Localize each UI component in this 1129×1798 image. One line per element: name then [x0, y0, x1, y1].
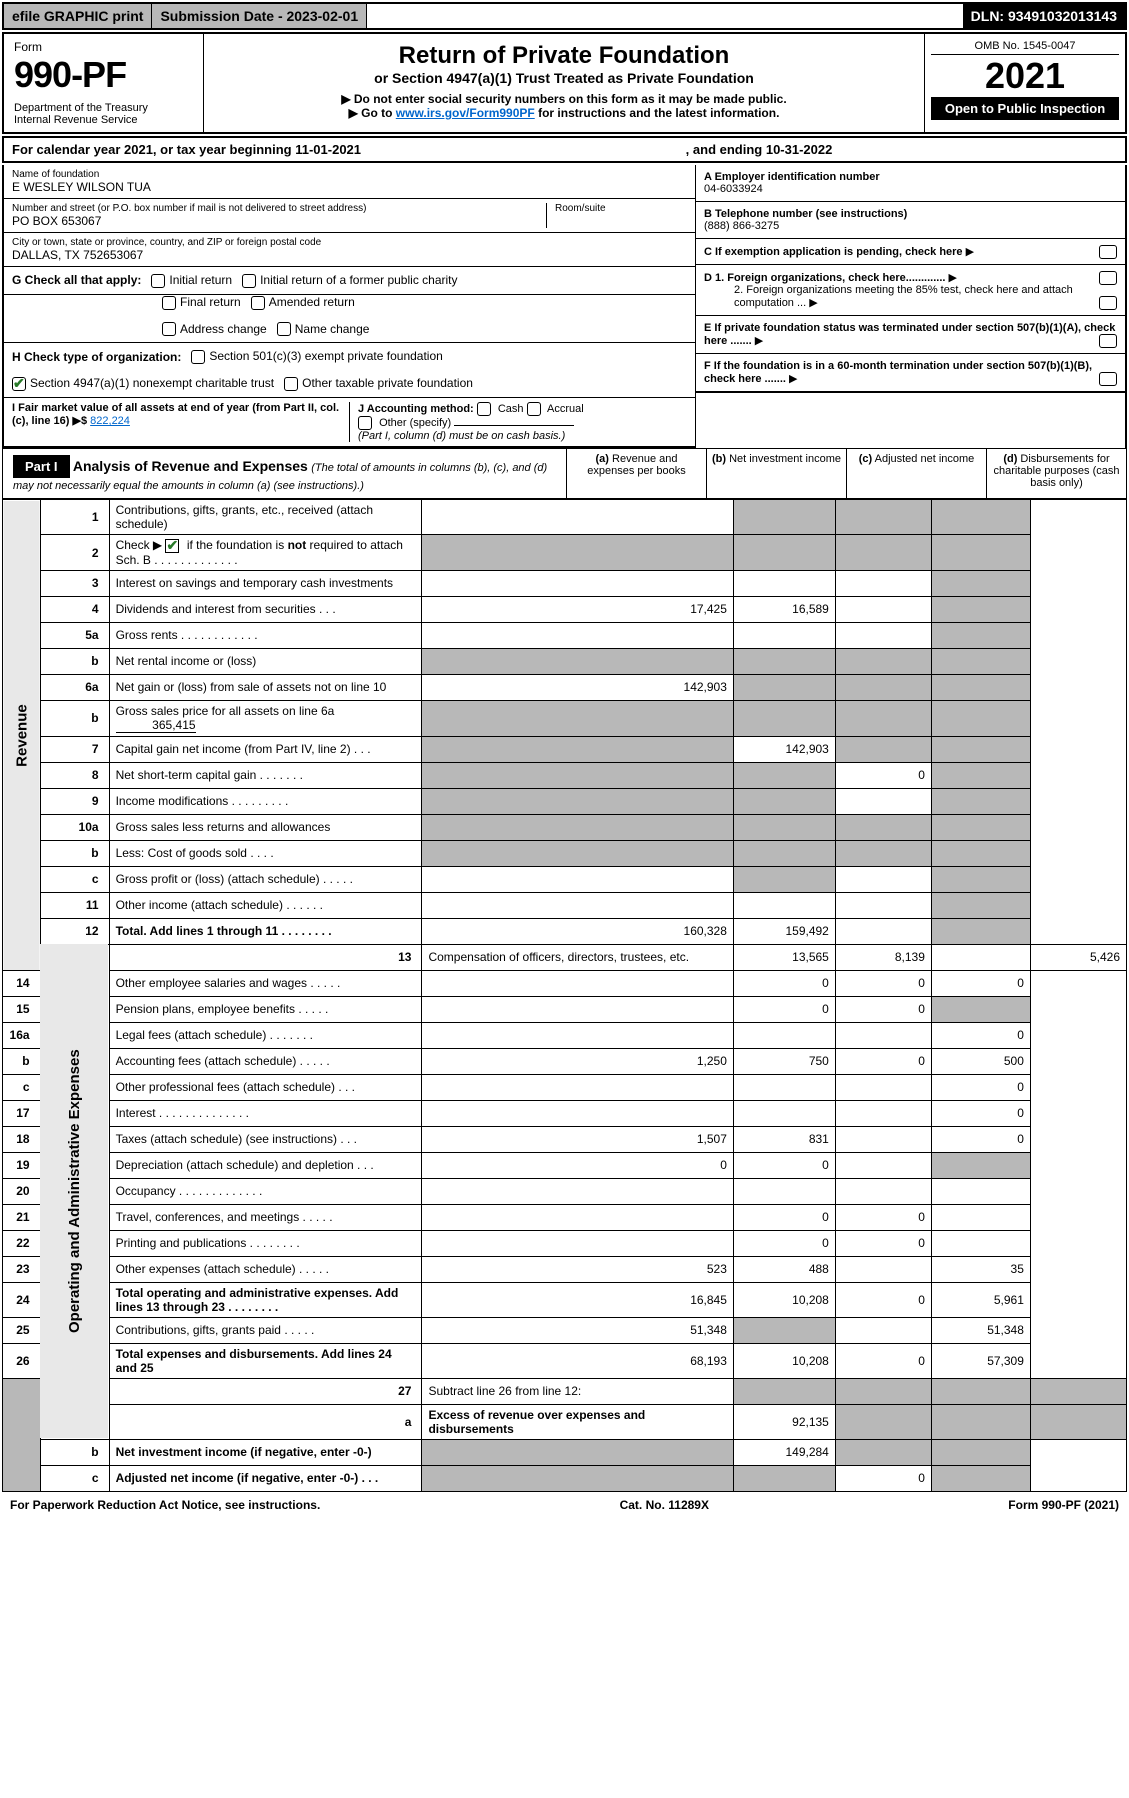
cb-initial-former[interactable] — [242, 274, 256, 288]
top-bar: efile GRAPHIC print Submission Date - 20… — [2, 2, 1127, 30]
part1-header: Part I Analysis of Revenue and Expenses … — [2, 448, 1127, 499]
note-2: ▶ Go to www.irs.gov/Form990PF for instru… — [224, 106, 904, 120]
expenses-side: Operating and Administrative Expenses — [40, 944, 109, 1439]
cb-d1[interactable] — [1099, 271, 1117, 285]
dept-label: Department of the TreasuryInternal Reven… — [14, 102, 193, 126]
phone-row: B Telephone number (see instructions) (8… — [696, 202, 1125, 239]
foundation-name: E WESLEY WILSON TUA — [12, 180, 687, 194]
cb-amended[interactable] — [251, 296, 265, 310]
col-b-head: (b) Net investment income — [706, 449, 846, 498]
address: PO BOX 653067 — [12, 214, 546, 228]
foundation-name-row: Name of foundation E WESLEY WILSON TUA — [4, 165, 695, 199]
form-header: Form 990-PF Department of the TreasuryIn… — [2, 32, 1127, 134]
cb-accrual[interactable] — [527, 402, 541, 416]
irs-link[interactable]: www.irs.gov/Form990PF — [396, 106, 535, 120]
footer: For Paperwork Reduction Act Notice, see … — [2, 1494, 1127, 1516]
cb-final[interactable] — [162, 296, 176, 310]
cb-cash[interactable] — [477, 402, 491, 416]
tax-year: 2021 — [931, 55, 1119, 97]
form-number: 990-PF — [14, 54, 193, 96]
address-row: Number and street (or P.O. box number if… — [4, 199, 695, 233]
info-block: Name of foundation E WESLEY WILSON TUA N… — [2, 165, 1127, 448]
c-row: C If exemption application is pending, c… — [696, 239, 1125, 265]
omb-number: OMB No. 1545-0047 — [931, 40, 1119, 55]
paperwork-notice: For Paperwork Reduction Act Notice, see … — [10, 1498, 320, 1512]
fmv-value: 822,224 — [90, 415, 130, 427]
cb-other-tax[interactable] — [284, 377, 298, 391]
cb-d2[interactable] — [1099, 296, 1117, 310]
calendar-year-row: For calendar year 2021, or tax year begi… — [2, 136, 1127, 163]
form-footer: Form 990-PF (2021) — [1008, 1498, 1119, 1512]
room-label: Room/suite — [555, 203, 687, 214]
ein-row: A Employer identification number 04-6033… — [696, 165, 1125, 202]
cb-c[interactable] — [1099, 245, 1117, 259]
note-1: ▶ Do not enter social security numbers o… — [224, 92, 904, 106]
col-d-head: (d) Disbursements for charitable purpose… — [986, 449, 1126, 498]
year-ending: , and ending 10-31-2022 — [686, 142, 833, 157]
cb-e[interactable] — [1099, 334, 1117, 348]
efile-label: efile GRAPHIC print — [4, 4, 152, 28]
info-right: A Employer identification number 04-6033… — [695, 165, 1125, 448]
g-row-2: Final return Amended return — [4, 295, 695, 316]
cb-f[interactable] — [1099, 372, 1117, 386]
e-row: E If private foundation status was termi… — [696, 316, 1125, 354]
info-left: Name of foundation E WESLEY WILSON TUA N… — [4, 165, 695, 448]
main-table: Revenue 1Contributions, gifts, grants, e… — [2, 499, 1127, 1492]
part1-label: Part I — [13, 455, 70, 478]
d-row: D 1. Foreign organizations, check here..… — [696, 265, 1125, 316]
open-inspection: Open to Public Inspection — [931, 97, 1119, 120]
cb-4947[interactable] — [12, 377, 26, 391]
header-left: Form 990-PF Department of the TreasuryIn… — [4, 34, 204, 132]
cb-501c3[interactable] — [191, 350, 205, 364]
phone: (888) 866-3275 — [704, 220, 1117, 232]
header-center: Return of Private Foundation or Section … — [204, 34, 925, 132]
col-a-head: (a) Revenue and expenses per books — [566, 449, 706, 498]
year-beginning: For calendar year 2021, or tax year begi… — [12, 142, 361, 157]
ij-row: I Fair market value of all assets at end… — [4, 398, 695, 448]
revenue-side: Revenue — [3, 500, 41, 971]
g-row-3: Address change Name change — [4, 316, 695, 344]
submission-date: Submission Date - 2023-02-01 — [152, 4, 367, 28]
form-label: Form — [14, 40, 193, 54]
form-title: Return of Private Foundation — [224, 42, 904, 70]
h-row: H Check type of organization: Section 50… — [4, 343, 695, 370]
dln: DLN: 93491032013143 — [963, 4, 1125, 28]
header-right: OMB No. 1545-0047 2021 Open to Public In… — [925, 34, 1125, 132]
col-c-head: (c) Adjusted net income — [846, 449, 986, 498]
cb-name[interactable] — [277, 322, 291, 336]
ein: 04-6033924 — [704, 183, 1117, 195]
city: DALLAS, TX 752653067 — [12, 248, 687, 262]
cb-initial[interactable] — [151, 274, 165, 288]
g-row: G Check all that apply: Initial return I… — [4, 267, 695, 295]
cb-other-method[interactable] — [358, 416, 372, 430]
form-subtitle: or Section 4947(a)(1) Trust Treated as P… — [224, 70, 904, 86]
cb-schB[interactable] — [165, 539, 179, 553]
cb-address[interactable] — [162, 322, 176, 336]
city-row: City or town, state or province, country… — [4, 233, 695, 267]
cat-no: Cat. No. 11289X — [620, 1498, 709, 1512]
f-row: F If the foundation is in a 60-month ter… — [696, 354, 1125, 393]
h-row-2: Section 4947(a)(1) nonexempt charitable … — [4, 370, 695, 398]
